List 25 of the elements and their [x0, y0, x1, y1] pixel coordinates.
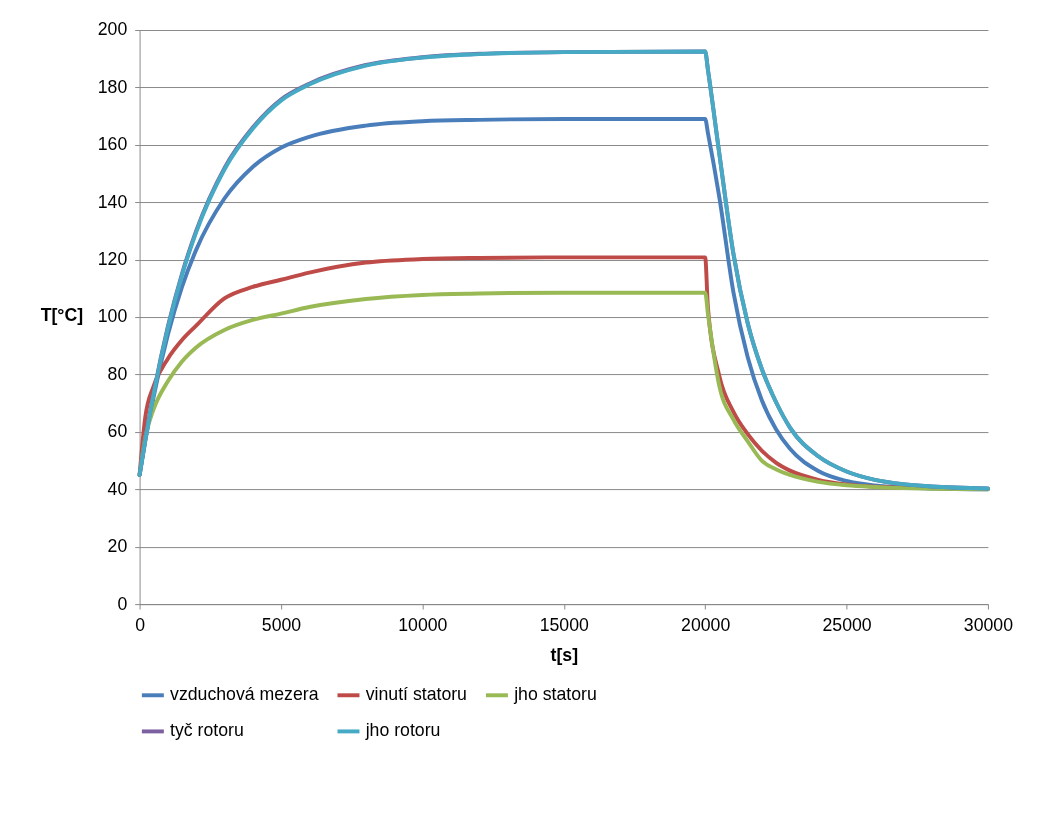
- y-tick-label: 200: [97, 19, 128, 40]
- y-tick-label: 80: [107, 363, 128, 384]
- y-tick-label: 100: [97, 306, 128, 327]
- x-tick-label: 30000: [963, 615, 1014, 636]
- y-tick-label: 160: [97, 134, 128, 155]
- x-tick-label: 0: [135, 615, 146, 636]
- x-tick-label: 20000: [681, 615, 731, 636]
- y-tick-label: 120: [97, 249, 128, 270]
- legend-label: jho rotoru: [364, 720, 441, 741]
- legend-label: tyč rotoru: [170, 720, 244, 741]
- y-tick-label: 140: [97, 191, 128, 212]
- y-tick-label: 20: [107, 536, 128, 557]
- x-tick-label: 10000: [398, 615, 448, 636]
- y-tick-label: 40: [107, 478, 128, 499]
- y-tick-label: 60: [107, 421, 128, 442]
- y-tick-label: 180: [97, 76, 128, 97]
- x-tick-label: 15000: [539, 615, 590, 636]
- legend-label: vinutí statoru: [365, 684, 467, 705]
- y-tick-label: 0: [117, 593, 128, 614]
- y-axis-title: T[°C]: [40, 304, 84, 325]
- x-axis-title: t[s]: [550, 644, 579, 665]
- legend-label: vzduchová mezera: [170, 684, 319, 705]
- x-tick-label: 5000: [261, 615, 302, 636]
- x-tick-label: 25000: [822, 615, 872, 636]
- legend-label: jho statoru: [513, 684, 597, 705]
